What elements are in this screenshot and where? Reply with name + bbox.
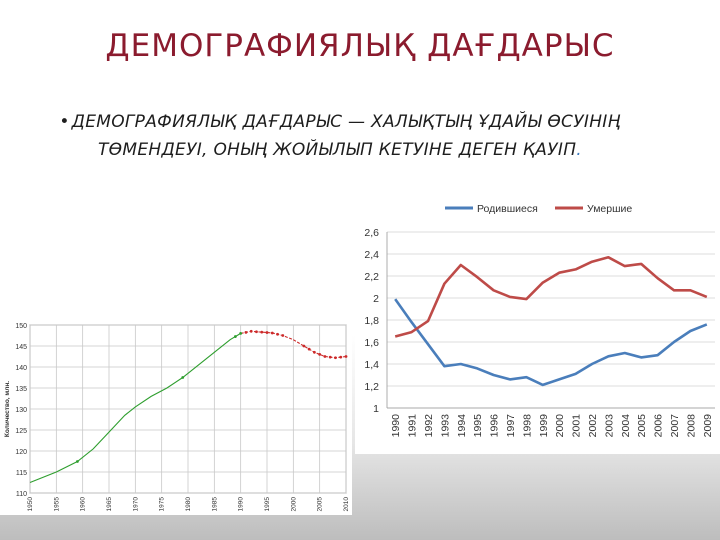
x-tick-label: 2007 xyxy=(669,414,681,438)
y-tick-label: 1,4 xyxy=(364,359,379,371)
y-tick-label: 125 xyxy=(15,428,27,435)
data-point xyxy=(255,330,258,334)
x-tick-label: 1994 xyxy=(456,414,468,438)
bullet-main-text: ДЕМОГРАФИЯЛЫҚ ДАҒДАРЫС — ХАЛЫҚТЫҢ ҰДАЙЫ … xyxy=(71,112,621,160)
x-tick-label: 2000 xyxy=(290,497,297,512)
x-tick-label: 1999 xyxy=(538,414,550,438)
data-point xyxy=(344,355,348,358)
data-point xyxy=(307,347,311,351)
series-line xyxy=(240,330,347,359)
data-point xyxy=(318,353,322,356)
data-point xyxy=(313,350,316,354)
x-tick-label: 1985 xyxy=(211,497,218,512)
x-tick-label: 2004 xyxy=(620,414,632,438)
x-tick-label: 2000 xyxy=(554,414,566,438)
slide-title: ДЕМОГРАФИЯЛЫҚ ДАҒДАРЫС xyxy=(105,28,615,64)
data-point xyxy=(323,355,327,358)
x-tick-label: 1996 xyxy=(489,414,501,438)
x-tick-label: 1997 xyxy=(505,414,517,438)
data-point xyxy=(328,355,332,359)
y-tick-label: 115 xyxy=(16,470,27,477)
x-tick-label: 1970 xyxy=(132,497,139,512)
x-tick-label: 1990 xyxy=(390,414,402,438)
x-tick-label: 2009 xyxy=(702,414,714,438)
y-tick-label: 130 xyxy=(15,407,27,414)
data-point xyxy=(339,355,343,359)
y-tick-label: 1 xyxy=(373,403,379,415)
data-point xyxy=(234,335,237,338)
y-tick-label: 1,8 xyxy=(364,315,379,327)
y-axis-label: Количество, млн. xyxy=(4,381,11,437)
data-point xyxy=(302,344,306,348)
x-tick-label: 2001 xyxy=(571,414,583,438)
data-point xyxy=(260,330,264,334)
data-point xyxy=(76,460,79,463)
x-tick-label: 1993 xyxy=(439,414,451,438)
y-tick-label: 150 xyxy=(15,323,27,330)
x-tick-label: 1995 xyxy=(264,497,271,512)
x-tick-label: 2002 xyxy=(587,414,599,438)
data-point xyxy=(276,332,279,336)
x-tick-label: 2010 xyxy=(343,497,350,512)
y-tick-label: 145 xyxy=(15,344,27,351)
x-tick-label: 1950 xyxy=(27,497,34,512)
y-tick-label: 120 xyxy=(15,449,27,456)
x-tick-label: 2008 xyxy=(685,414,697,438)
y-tick-label: 1,6 xyxy=(364,337,379,349)
x-tick-label: 1991 xyxy=(407,414,419,438)
population-chart: 110 115 120 125 130 135 140 145 150 1950 1955 1960 1… xyxy=(0,315,352,515)
x-tick-label: 1998 xyxy=(521,414,533,438)
y-tick-label: 1,2 xyxy=(364,381,379,393)
data-point xyxy=(334,356,337,360)
y-tick-label: 140 xyxy=(15,365,27,372)
y-tick-label: 2,6 xyxy=(364,227,379,239)
data-point xyxy=(265,331,269,334)
x-tick-label: 2006 xyxy=(653,414,665,438)
birth-death-chart-svg: Родившиеся Умершие 1 1,2 1,4 1,6 1,8 2 2,2 2,4 2,6… xyxy=(364,203,715,438)
legend-label: Умершие xyxy=(587,203,632,215)
data-point xyxy=(181,376,185,379)
x-tick-label: 1980 xyxy=(185,497,192,512)
data-point xyxy=(244,330,248,334)
data-point xyxy=(270,331,274,335)
series-line xyxy=(394,298,708,387)
y-tick-label: 135 xyxy=(15,386,27,393)
y-tick-label: 2 xyxy=(373,293,379,305)
series-line xyxy=(394,256,708,338)
y-tick-label: 2,4 xyxy=(364,249,379,261)
x-tick-label: 2003 xyxy=(603,414,615,438)
bullet-text: • ДЕМОГРАФИЯЛЫҚ ДАҒДАРЫС — ХАЛЫҚТЫҢ ҰДАЙЫ… xyxy=(20,108,660,164)
x-tick-label: 2005 xyxy=(317,497,324,512)
x-tick-label: 1995 xyxy=(472,414,484,438)
x-tick-label: 1960 xyxy=(80,497,87,512)
data-point xyxy=(281,334,285,337)
data-point xyxy=(249,329,253,333)
series-line xyxy=(29,332,241,484)
bullet-dot: • xyxy=(59,112,70,132)
y-tick-label: 110 xyxy=(16,491,27,498)
x-tick-label: 1975 xyxy=(159,497,166,512)
x-tick-label: 1965 xyxy=(106,497,113,512)
x-tick-label: 2005 xyxy=(636,414,648,438)
population-chart-svg: 110 115 120 125 130 135 140 145 150 1950 1955 1960 1… xyxy=(4,323,350,512)
data-point xyxy=(239,332,243,335)
birth-death-chart: Родившиеся Умершие 1 1,2 1,4 1,6 1,8 2 2,2 2,4 2,6… xyxy=(355,192,720,454)
x-tick-label: 1992 xyxy=(423,414,435,438)
legend-label: Родившиеся xyxy=(477,203,538,215)
bullet-period: . xyxy=(576,140,583,160)
y-tick-label: 2,2 xyxy=(364,271,379,283)
x-tick-label: 1990 xyxy=(238,497,245,512)
x-tick-label: 1955 xyxy=(53,497,60,512)
